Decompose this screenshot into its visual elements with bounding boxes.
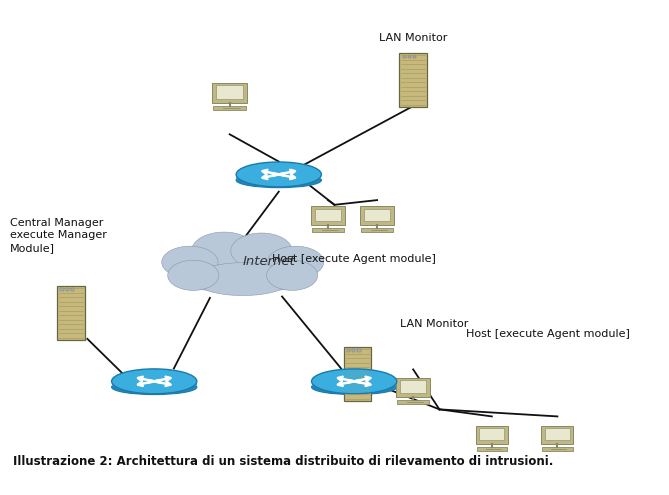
FancyBboxPatch shape — [413, 55, 416, 58]
Ellipse shape — [312, 369, 397, 394]
FancyBboxPatch shape — [361, 206, 394, 225]
FancyBboxPatch shape — [545, 428, 570, 440]
Ellipse shape — [191, 232, 256, 270]
FancyBboxPatch shape — [60, 288, 64, 291]
Polygon shape — [236, 174, 321, 180]
FancyBboxPatch shape — [364, 208, 390, 221]
Ellipse shape — [236, 173, 321, 188]
Text: LAN Monitor: LAN Monitor — [379, 33, 448, 43]
FancyBboxPatch shape — [396, 378, 430, 396]
Polygon shape — [112, 381, 197, 387]
Polygon shape — [312, 381, 397, 387]
FancyBboxPatch shape — [399, 53, 427, 107]
Ellipse shape — [312, 380, 397, 395]
Ellipse shape — [199, 239, 287, 288]
FancyBboxPatch shape — [66, 288, 69, 291]
Ellipse shape — [112, 380, 197, 395]
FancyBboxPatch shape — [477, 447, 507, 450]
Ellipse shape — [162, 246, 218, 278]
Text: Internet: Internet — [242, 255, 296, 268]
FancyBboxPatch shape — [213, 106, 246, 110]
FancyBboxPatch shape — [543, 447, 573, 450]
FancyBboxPatch shape — [361, 228, 393, 232]
Text: Host [execute Agent module]: Host [execute Agent module] — [466, 329, 630, 339]
FancyBboxPatch shape — [352, 349, 355, 352]
FancyBboxPatch shape — [315, 208, 341, 221]
FancyBboxPatch shape — [312, 228, 344, 232]
FancyBboxPatch shape — [57, 286, 85, 340]
Text: Host [execute Agent module]: Host [execute Agent module] — [272, 254, 436, 264]
Ellipse shape — [169, 247, 244, 290]
FancyBboxPatch shape — [541, 426, 573, 444]
FancyBboxPatch shape — [216, 85, 244, 99]
Ellipse shape — [241, 247, 316, 290]
Text: LAN Monitor: LAN Monitor — [400, 319, 468, 330]
FancyBboxPatch shape — [347, 349, 351, 352]
FancyBboxPatch shape — [212, 83, 248, 103]
FancyBboxPatch shape — [357, 349, 361, 352]
Text: Illustrazione 2: Architettura di un sistema distribuito di rilevamento di intrus: Illustrazione 2: Architettura di un sist… — [13, 455, 554, 468]
FancyBboxPatch shape — [344, 347, 371, 401]
Ellipse shape — [268, 246, 324, 278]
Ellipse shape — [168, 260, 219, 291]
FancyBboxPatch shape — [397, 400, 429, 404]
Ellipse shape — [231, 233, 292, 269]
FancyBboxPatch shape — [476, 426, 508, 444]
FancyBboxPatch shape — [71, 288, 74, 291]
Ellipse shape — [236, 162, 321, 187]
Ellipse shape — [112, 369, 197, 394]
FancyBboxPatch shape — [408, 55, 411, 58]
FancyBboxPatch shape — [400, 380, 426, 393]
Ellipse shape — [193, 263, 292, 296]
FancyBboxPatch shape — [480, 428, 504, 440]
Text: Central Manager
execute Manager
Module]: Central Manager execute Manager Module] — [10, 218, 107, 253]
FancyBboxPatch shape — [311, 206, 345, 225]
FancyBboxPatch shape — [403, 55, 406, 58]
Ellipse shape — [266, 260, 318, 291]
